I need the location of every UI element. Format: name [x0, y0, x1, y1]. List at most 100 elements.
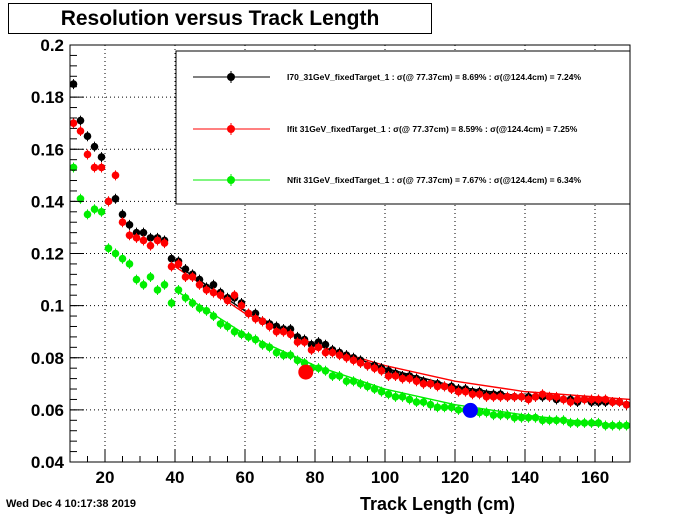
data-point [265, 322, 274, 331]
data-point [272, 327, 281, 336]
data-point [181, 273, 190, 281]
data-point [69, 163, 78, 172]
data-point [391, 393, 400, 401]
data-point [335, 351, 344, 359]
data-point [244, 309, 253, 318]
data-point [321, 340, 330, 349]
x-tick-label: 120 [441, 468, 469, 487]
data-point [300, 338, 309, 346]
data-point [209, 280, 218, 289]
data-point [412, 398, 421, 406]
timestamp: Wed Dec 4 10:17:38 2019 [6, 498, 137, 510]
data-point [545, 416, 554, 425]
data-point [328, 372, 337, 380]
y-tick-label: 0.18 [31, 88, 64, 107]
data-point [118, 210, 127, 219]
data-point [419, 398, 428, 406]
data-point [503, 411, 512, 419]
data-point [559, 416, 568, 425]
data-point [552, 393, 561, 401]
data-point [489, 393, 498, 401]
reference-markers [298, 364, 478, 418]
data-point [531, 393, 540, 401]
legend-marker [227, 176, 235, 184]
y-tick-label: 0.14 [31, 192, 65, 211]
data-point [475, 390, 484, 399]
data-point [230, 327, 239, 336]
data-point [174, 286, 183, 294]
data-point [293, 333, 302, 341]
data-point [426, 380, 435, 388]
data-point [125, 260, 134, 268]
y-tick-label: 0.16 [31, 140, 64, 159]
data-point [608, 398, 617, 406]
data-point [594, 395, 603, 404]
data-point [503, 393, 512, 401]
data-point [125, 221, 134, 229]
data-point [524, 413, 533, 422]
x-tick-label: 40 [166, 468, 185, 487]
reference-marker [462, 402, 478, 418]
data-point [356, 359, 365, 367]
data-point [405, 374, 414, 383]
data-point [97, 208, 106, 216]
x-tick-label: 140 [511, 468, 539, 487]
data-point [118, 254, 127, 263]
axis-ticks: 20 40 60 80 100 120 140 160 0.04 0.06 0.08 0.1 0.12 0… [31, 36, 631, 487]
data-point [111, 194, 120, 203]
data-point [566, 419, 575, 427]
data-point [342, 377, 351, 386]
data-point [454, 387, 463, 396]
x-axis-label: Track Length (cm) [360, 494, 515, 514]
data-point [279, 351, 288, 359]
data-point [321, 348, 330, 357]
data-point [566, 398, 575, 406]
data-point [622, 421, 631, 430]
data-point [349, 377, 358, 386]
data-point [139, 236, 148, 245]
y-tick-label: 0.06 [31, 401, 64, 420]
legend-marker [227, 125, 235, 133]
data-point [251, 314, 260, 323]
data-point [90, 142, 99, 151]
data-point [293, 356, 302, 365]
data-point [188, 273, 197, 281]
chart-title: Resolution versus Track Length [60, 7, 380, 30]
legend-entry: I70_31GeV_fixedTarget_1 : σ(@ 77.37cm) =… [287, 72, 582, 82]
data-point [237, 330, 246, 339]
data-point [426, 400, 435, 409]
x-tick-label: 160 [581, 468, 609, 487]
data-point [398, 374, 407, 383]
data-point [531, 413, 540, 422]
data-point [307, 346, 316, 354]
data-point [90, 205, 99, 213]
data-point [517, 393, 526, 401]
data-point [146, 241, 155, 250]
data-point [419, 380, 428, 388]
data-point [286, 351, 295, 359]
reference-marker [298, 364, 314, 380]
data-point [69, 80, 78, 88]
data-point [230, 291, 239, 300]
data-point [293, 338, 302, 346]
data-point [342, 353, 351, 362]
data-point [153, 236, 162, 245]
data-point [468, 390, 477, 399]
data-point [104, 197, 113, 206]
data-point [398, 393, 407, 401]
data-point [188, 299, 197, 307]
legend-entry: Nfit 31GeV_fixedTarget_1 : σ(@ 77.37cm) … [287, 175, 581, 185]
data-point [608, 421, 617, 430]
data-point [209, 288, 218, 297]
x-tick-label: 20 [96, 468, 115, 487]
data-point [601, 421, 610, 430]
data-point [482, 393, 491, 401]
data-point [321, 366, 330, 375]
data-point [384, 366, 393, 375]
data-point [167, 262, 176, 271]
data-point [160, 280, 169, 289]
data-point [377, 387, 386, 396]
legend-entry: Ifit 31GeV_fixedTarget_1 : σ(@ 77.37cm) … [287, 124, 578, 134]
data-point [104, 244, 113, 253]
data-point [167, 299, 176, 307]
